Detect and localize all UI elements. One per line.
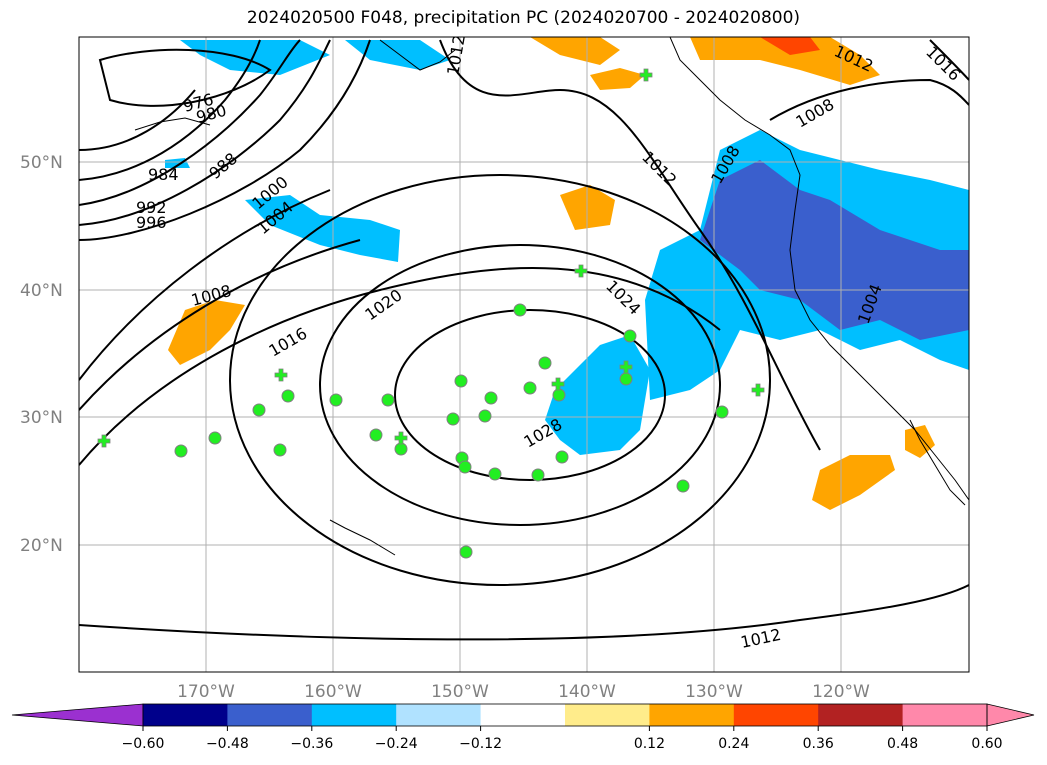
- lat-label-20n: 20°N: [20, 536, 63, 556]
- lon-label-140w: 140°W: [558, 682, 616, 702]
- lon-label-120w: 120°W: [812, 682, 870, 702]
- colorbar-extend-low: [11, 703, 144, 727]
- colorbar-tick-label: −0.60: [122, 736, 165, 752]
- lat-label-50n: 50°N: [20, 153, 63, 173]
- contour-label-984: 984: [148, 165, 179, 184]
- lon-label-170w: 170°W: [177, 682, 235, 702]
- colorbar-tick-label: −0.12: [459, 736, 502, 752]
- lon-label-150w: 150°W: [431, 682, 489, 702]
- contour-label-992: 992: [136, 198, 167, 217]
- lat-label-30n: 30°N: [20, 408, 63, 428]
- colorbar-tick-label: −0.24: [375, 736, 418, 752]
- colorbar-segment: [902, 704, 988, 726]
- graticule: [79, 37, 969, 672]
- colorbar-segment: [733, 704, 819, 726]
- colorbar-tick-label: 0.36: [803, 736, 834, 752]
- isobars: [79, 39, 969, 641]
- colorbar-tick-label: 0.12: [634, 736, 665, 752]
- colorbar-segment: [227, 704, 313, 726]
- colorbar-segment: [649, 704, 735, 726]
- colorbar-tick-label: 0.48: [887, 736, 918, 752]
- colorbar-tick-label: 0.60: [971, 736, 1002, 752]
- precip-positive-areas: [168, 37, 935, 510]
- lat-label-40n: 40°N: [20, 281, 63, 301]
- lon-label-130w: 130°W: [685, 682, 743, 702]
- contour-label-996: 996: [136, 213, 167, 232]
- colorbar-segment: [565, 704, 650, 726]
- colorbar-tick-label: 0.24: [718, 736, 749, 752]
- map-title: 2024020500 F048, precipitation PC (20240…: [246, 8, 801, 28]
- longitude-labels: 170°W 160°W 150°W 140°W 130°W 120°W: [177, 682, 870, 702]
- colorbar-segment: [311, 704, 397, 726]
- colorbar-extend-high: [986, 703, 1035, 727]
- coastlines: [134, 37, 969, 556]
- colorbar-segment: [396, 704, 482, 726]
- latitude-labels: 50°N 40°N 30°N 20°N: [20, 153, 63, 556]
- colorbar-border: [142, 703, 988, 727]
- map-border: [78, 36, 970, 673]
- precip-negative-areas: [165, 40, 969, 455]
- colorbar-segment: [143, 704, 228, 726]
- colorbar-tick-label: −0.36: [290, 736, 333, 752]
- colorbar-segment: [480, 704, 566, 726]
- station-plus-markers: [97, 68, 765, 448]
- map-area: [79, 37, 969, 672]
- colorbar-tick-label: −0.48: [206, 736, 249, 752]
- colorbar-segment: [818, 704, 904, 726]
- colorbar: −0.60 −0.48 −0.36 −0.24 −0.12 0.12 0.24 0.36 0.4…: [11, 703, 1035, 752]
- lon-label-160w: 160°W: [304, 682, 362, 702]
